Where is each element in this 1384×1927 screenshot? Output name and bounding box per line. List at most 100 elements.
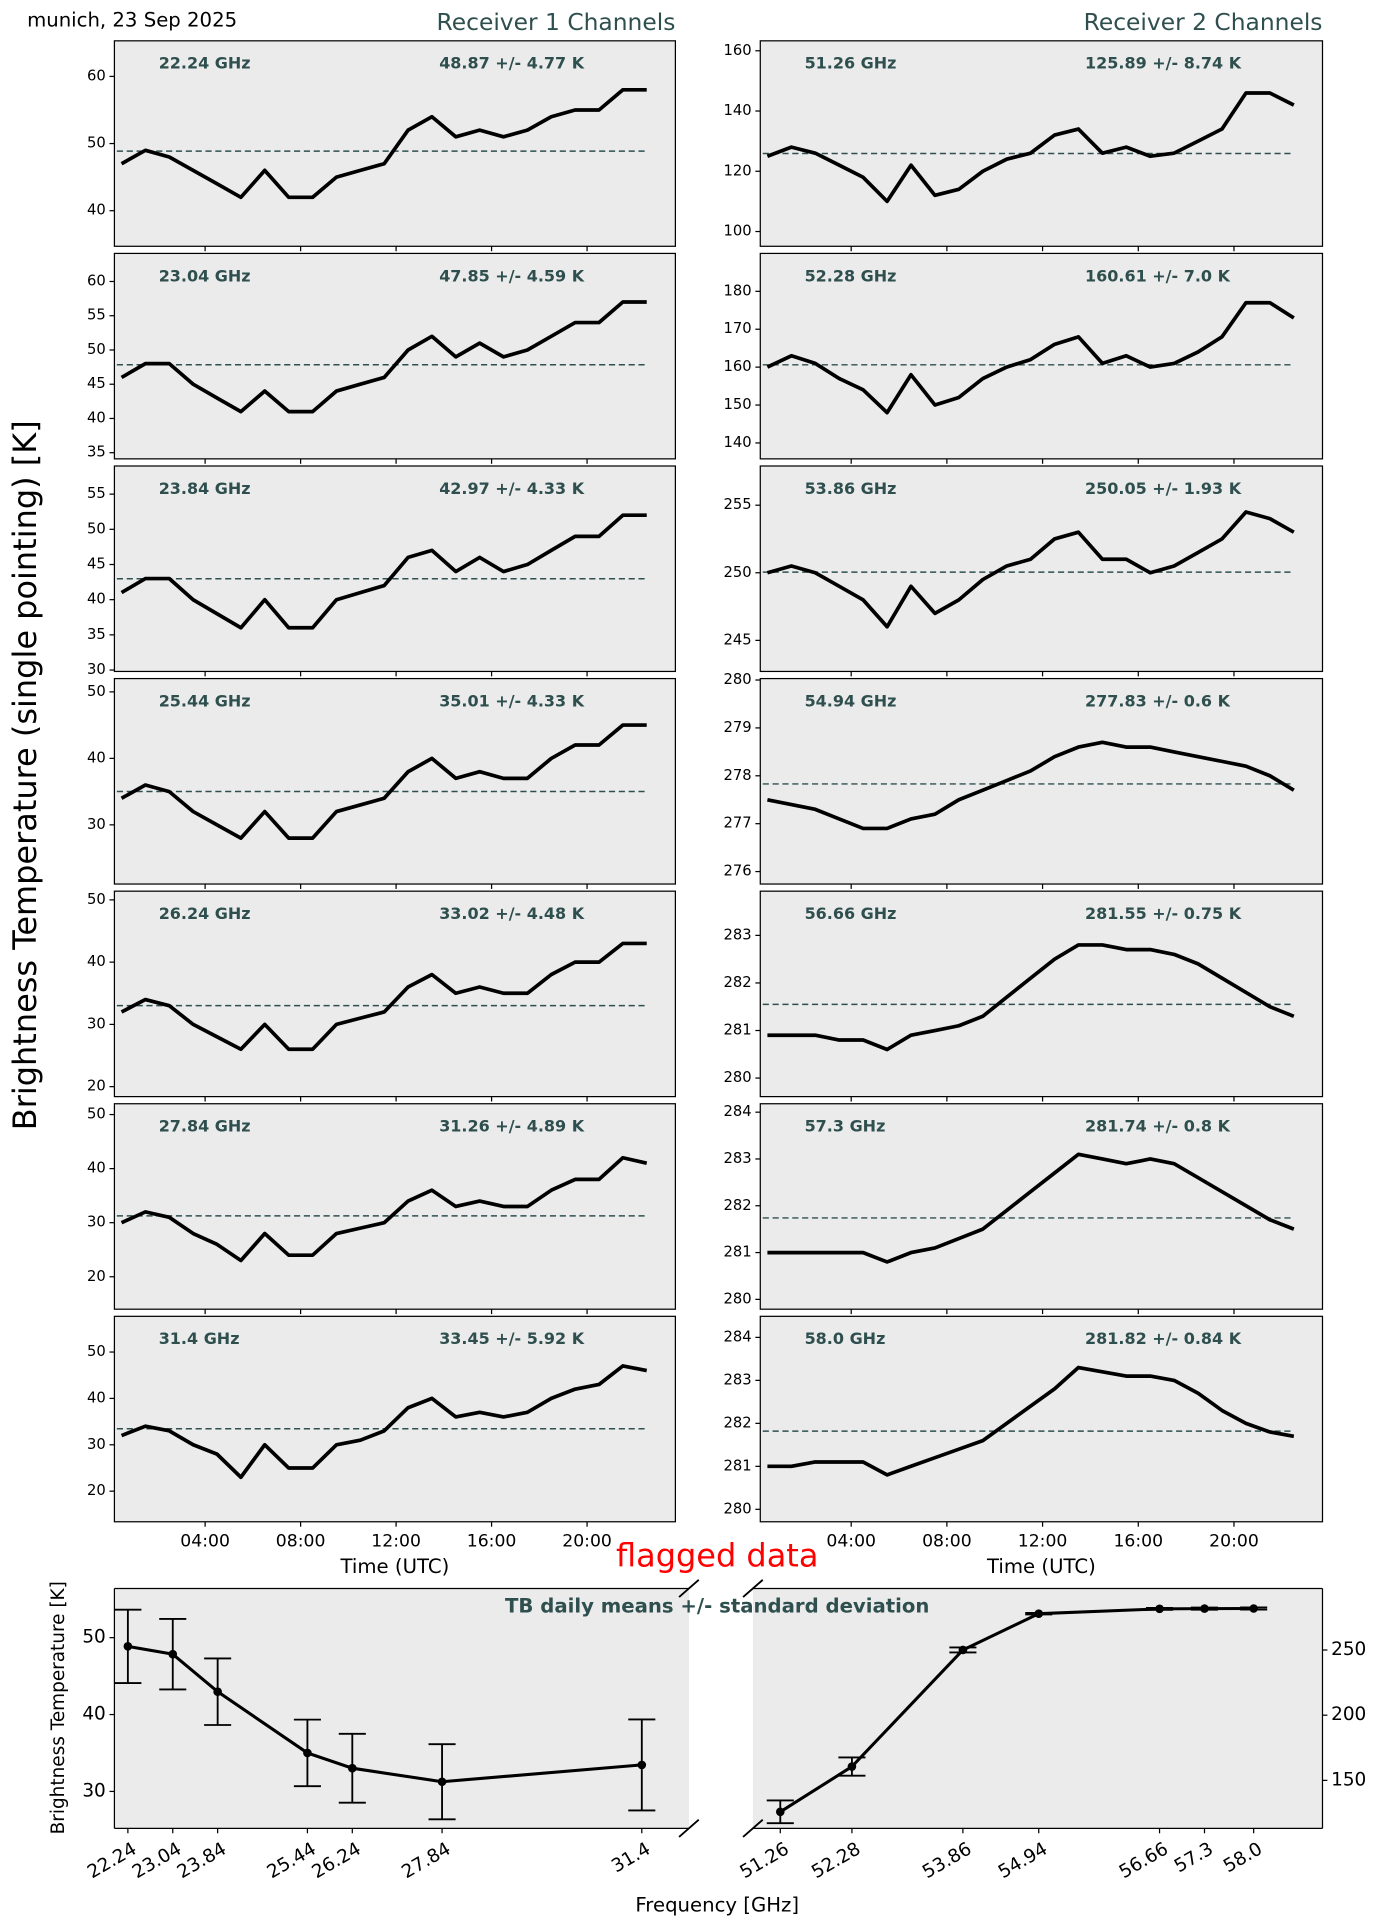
y-tick-label: 255 (724, 496, 752, 513)
y-tick-label: 282 (724, 1197, 752, 1214)
y-tick-label: 55 (87, 307, 106, 324)
y-axis-label: Brightness Temperature [K] (48, 1581, 69, 1834)
x-tick-label: 26.24 (308, 1839, 364, 1884)
y-tick-label: 50 (87, 683, 106, 700)
frequency-label: 54.94 GHz (805, 691, 897, 710)
plot-area (113, 40, 677, 247)
frequency-label: 57.3 GHz (805, 1117, 886, 1136)
y-tick-label: 35 (87, 626, 106, 643)
data-line (766, 300, 1295, 415)
plot-area (113, 252, 677, 460)
data-line (120, 87, 647, 200)
frequency-label: 23.04 GHz (159, 266, 251, 285)
y-tick-label: 280 (724, 1500, 752, 1517)
plot-area (759, 252, 1324, 460)
annotation: flagged data (616, 1537, 818, 1575)
axis-break (742, 1579, 764, 1598)
data-line (120, 1155, 648, 1263)
plot-area (759, 1315, 1324, 1523)
stats-label: 47.85 +/- 4.59 K (439, 266, 585, 285)
y-tick-label: 283 (724, 1371, 752, 1388)
plot-area (759, 1103, 1324, 1310)
frequency-label: 31.4 GHz (159, 1329, 240, 1348)
y-tick-label: 281 (724, 1022, 752, 1039)
y-tick-label: 245 (724, 631, 752, 648)
y-tick-label: 50 (87, 135, 106, 152)
data-point (1034, 1609, 1044, 1619)
x-tick-label: 53.86 (919, 1839, 975, 1884)
data-point (303, 1748, 312, 1758)
y-tick-label: 276 (724, 863, 752, 880)
data-line (120, 300, 647, 414)
x-tick-label: 12:00 (371, 1531, 421, 1551)
y-tick-label: 278 (724, 767, 752, 784)
y-tick-label: 30 (87, 1214, 106, 1231)
y-tick-label: 30 (87, 1436, 106, 1453)
y-tick-label: 30 (82, 1780, 105, 1801)
y-tick-label: 50 (87, 520, 106, 537)
plot-area (113, 1103, 677, 1310)
x-tick-label: 54.94 (995, 1839, 1051, 1884)
stats-label: 250.05 +/- 1.93 K (1085, 479, 1242, 498)
x-axis-label: Time (UTC) (340, 1555, 450, 1578)
data-line (767, 1365, 1295, 1477)
y-tick-label: 50 (87, 1343, 106, 1360)
x-tick-label: 25.44 (264, 1839, 320, 1884)
x-tick-label: 31.4 (608, 1839, 654, 1878)
y2-tick-label: 200 (1331, 1704, 1366, 1725)
y-tick-label: 250 (724, 564, 752, 581)
x-tick-label: 12:00 (1018, 1531, 1068, 1551)
y-tick-label: 20 (87, 1078, 106, 1095)
x-tick-label: 58.0 (1220, 1839, 1266, 1878)
data-line (766, 91, 1295, 204)
x-axis-label: Frequency [GHz] (635, 1893, 799, 1916)
y-tick-label: 280 (724, 1290, 752, 1307)
y-tick-label: 45 (87, 375, 106, 392)
y-tick-label: 160 (724, 358, 752, 375)
stats-label: 35.01 +/- 4.33 K (439, 691, 585, 710)
x-tick-label: 51.26 (736, 1839, 792, 1884)
y-tick-label: 281 (724, 1244, 752, 1261)
data-point (213, 1687, 222, 1697)
frequency-label: 56.66 GHz (805, 904, 897, 923)
stats-label: 31.26 +/- 4.89 K (439, 1117, 585, 1136)
data-point (1155, 1604, 1164, 1614)
y-tick-label: 283 (724, 926, 752, 943)
y-tick-label: 40 (82, 1704, 105, 1725)
stats-label: 281.55 +/- 0.75 K (1085, 904, 1242, 923)
y-tick-label: 282 (724, 974, 752, 991)
y-tick-label: 283 (724, 1150, 752, 1167)
data-point (168, 1649, 178, 1659)
axis-break (678, 1579, 700, 1598)
y-tick-label: 30 (87, 816, 106, 833)
plot-area (113, 465, 677, 673)
x-tick-label: 57.3 (1171, 1839, 1217, 1878)
data-point (775, 1807, 785, 1817)
x-tick-label: 27.84 (398, 1839, 454, 1884)
x-tick-label: 23.84 (174, 1839, 230, 1884)
data-line (767, 943, 1295, 1052)
data-point (847, 1762, 857, 1771)
stats-label: 160.61 +/- 7.0 K (1085, 266, 1231, 285)
x-tick-label: 22.24 (84, 1839, 140, 1884)
x-tick-label: 20:00 (1209, 1531, 1259, 1551)
x-tick-label: 56.66 (1116, 1839, 1172, 1884)
stats-label: 277.83 +/- 0.6 K (1085, 691, 1231, 710)
frequency-label: 22.24 GHz (159, 54, 251, 73)
x-tick-label: 04:00 (180, 1531, 230, 1551)
y-tick-label: 40 (87, 409, 106, 426)
data-line (766, 510, 1295, 629)
y-tick-label: 277 (724, 815, 752, 832)
y-tick-label: 60 (87, 272, 106, 289)
data-point (637, 1760, 647, 1770)
y-tick-label: 40 (87, 1389, 106, 1406)
stats-label: 42.97 +/- 4.33 K (439, 479, 585, 498)
y-tick-label: 40 (87, 202, 106, 219)
frequency-label: 26.24 GHz (159, 904, 251, 923)
y-tick-label: 55 (87, 485, 106, 502)
x-tick-label: 20:00 (562, 1531, 612, 1551)
plot-area (113, 890, 677, 1098)
data-point (123, 1642, 133, 1651)
y-tick-label: 100 (724, 223, 752, 240)
